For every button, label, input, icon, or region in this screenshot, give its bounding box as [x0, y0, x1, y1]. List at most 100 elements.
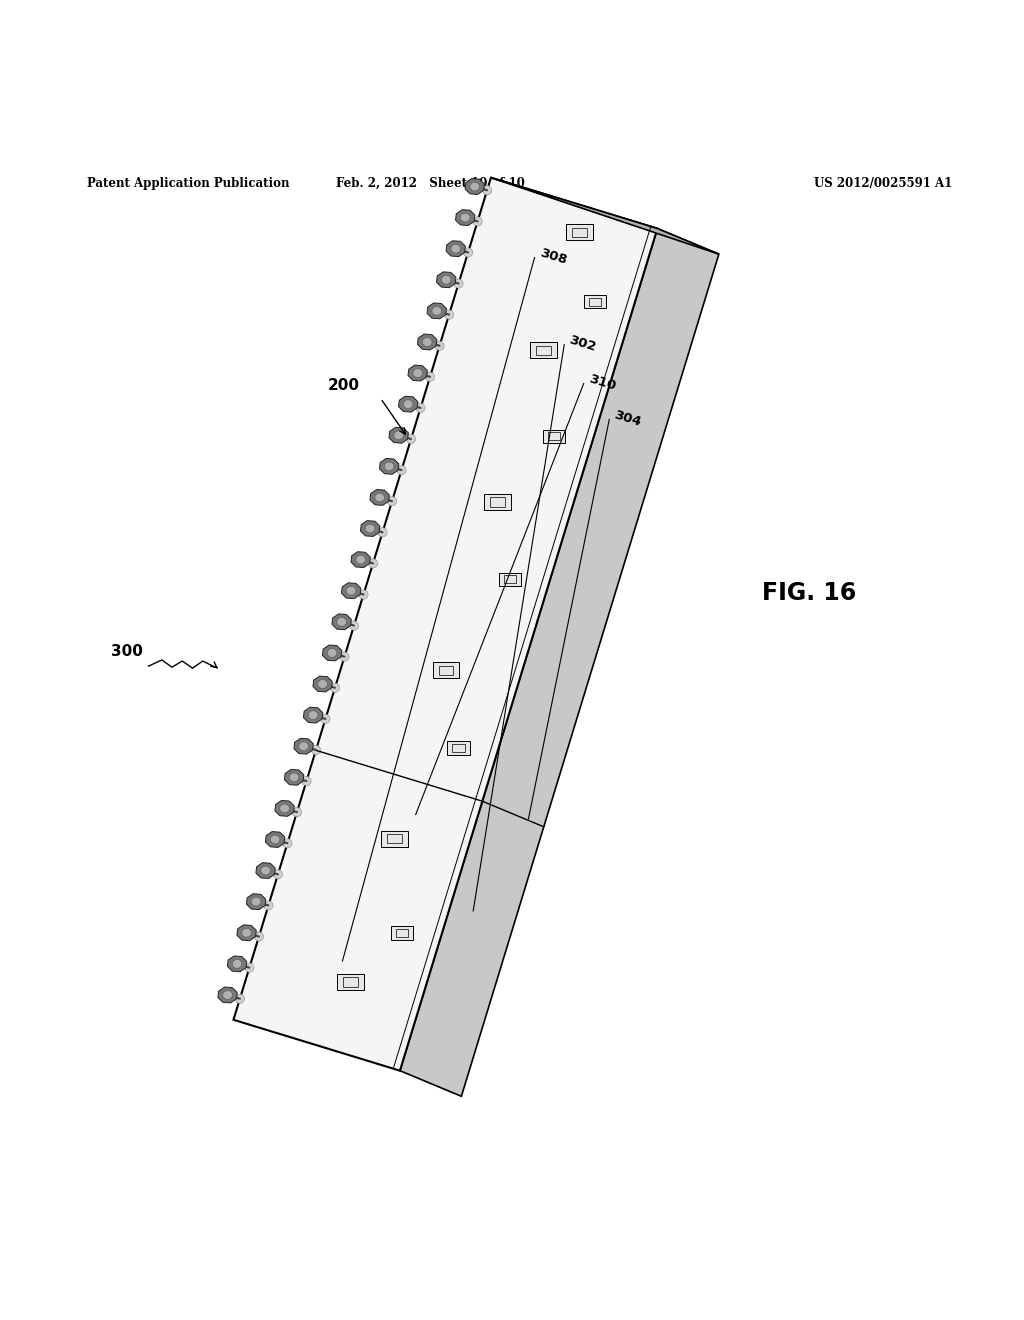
Circle shape — [369, 558, 378, 568]
Polygon shape — [384, 462, 394, 471]
Polygon shape — [237, 925, 256, 941]
Circle shape — [416, 404, 425, 413]
Circle shape — [454, 279, 463, 288]
Polygon shape — [242, 928, 252, 937]
Polygon shape — [370, 490, 389, 506]
Text: 200: 200 — [328, 378, 360, 393]
Circle shape — [397, 466, 407, 475]
Polygon shape — [251, 898, 261, 906]
Polygon shape — [389, 428, 409, 444]
Polygon shape — [247, 894, 266, 909]
Text: 310: 310 — [587, 372, 617, 392]
Polygon shape — [380, 458, 399, 474]
Polygon shape — [375, 494, 385, 502]
Polygon shape — [218, 987, 238, 1003]
Polygon shape — [332, 614, 351, 630]
Polygon shape — [233, 178, 657, 1071]
Polygon shape — [355, 556, 366, 564]
Text: Patent Application Publication: Patent Application Publication — [87, 177, 290, 190]
Polygon shape — [566, 224, 593, 240]
Text: 300: 300 — [111, 644, 142, 659]
Circle shape — [482, 186, 492, 195]
Circle shape — [464, 248, 473, 257]
Polygon shape — [446, 240, 466, 256]
Polygon shape — [394, 430, 403, 440]
Circle shape — [264, 900, 273, 909]
Circle shape — [302, 776, 311, 785]
Polygon shape — [432, 306, 441, 315]
Text: 302: 302 — [567, 333, 598, 354]
Polygon shape — [403, 400, 413, 409]
Polygon shape — [584, 294, 606, 309]
Circle shape — [283, 838, 292, 847]
Polygon shape — [456, 210, 475, 226]
Polygon shape — [381, 830, 408, 846]
Circle shape — [358, 590, 368, 599]
Polygon shape — [360, 520, 380, 536]
Polygon shape — [274, 800, 294, 816]
Polygon shape — [422, 338, 432, 346]
Circle shape — [349, 620, 358, 630]
Polygon shape — [461, 214, 470, 222]
Polygon shape — [337, 974, 364, 990]
Circle shape — [311, 746, 321, 755]
Circle shape — [473, 216, 482, 226]
Circle shape — [378, 528, 387, 537]
Polygon shape — [303, 708, 323, 723]
Polygon shape — [341, 583, 360, 599]
Polygon shape — [390, 927, 414, 940]
Text: 308: 308 — [538, 247, 568, 267]
Polygon shape — [543, 429, 565, 444]
Polygon shape — [270, 836, 280, 843]
Circle shape — [331, 684, 340, 693]
Polygon shape — [265, 832, 285, 847]
Circle shape — [273, 870, 283, 879]
Polygon shape — [261, 866, 270, 875]
Polygon shape — [313, 676, 333, 692]
Text: US 2012/0025591 A1: US 2012/0025591 A1 — [814, 177, 952, 190]
Circle shape — [425, 372, 434, 381]
Polygon shape — [490, 178, 719, 255]
Polygon shape — [294, 738, 313, 754]
Polygon shape — [400, 228, 719, 1097]
Polygon shape — [470, 182, 479, 191]
Polygon shape — [289, 774, 299, 781]
Polygon shape — [530, 342, 557, 358]
Polygon shape — [308, 710, 318, 719]
Polygon shape — [413, 368, 423, 378]
Polygon shape — [223, 990, 232, 999]
Circle shape — [254, 932, 263, 941]
Circle shape — [321, 714, 330, 723]
Polygon shape — [285, 770, 304, 785]
Polygon shape — [436, 272, 456, 288]
Polygon shape — [256, 863, 275, 879]
Polygon shape — [227, 956, 247, 972]
Text: FIG. 16: FIG. 16 — [762, 581, 856, 606]
Polygon shape — [351, 552, 371, 568]
Polygon shape — [432, 663, 459, 678]
Polygon shape — [427, 304, 446, 319]
Circle shape — [435, 341, 444, 350]
Polygon shape — [447, 741, 470, 755]
Polygon shape — [451, 244, 461, 253]
Polygon shape — [366, 524, 375, 533]
Polygon shape — [441, 276, 451, 284]
Polygon shape — [323, 645, 342, 661]
Text: 304: 304 — [612, 408, 643, 429]
Polygon shape — [418, 334, 437, 350]
Polygon shape — [317, 680, 328, 689]
Circle shape — [407, 434, 416, 444]
Text: Feb. 2, 2012   Sheet 10 of 10: Feb. 2, 2012 Sheet 10 of 10 — [336, 177, 524, 190]
Polygon shape — [484, 494, 511, 510]
Polygon shape — [280, 804, 290, 813]
Circle shape — [245, 964, 254, 973]
Circle shape — [236, 994, 245, 1003]
Polygon shape — [328, 648, 337, 657]
Circle shape — [444, 310, 454, 319]
Polygon shape — [346, 586, 356, 595]
Circle shape — [340, 652, 349, 661]
Polygon shape — [408, 366, 427, 381]
Polygon shape — [299, 742, 308, 751]
Polygon shape — [499, 573, 521, 586]
Polygon shape — [465, 178, 484, 194]
